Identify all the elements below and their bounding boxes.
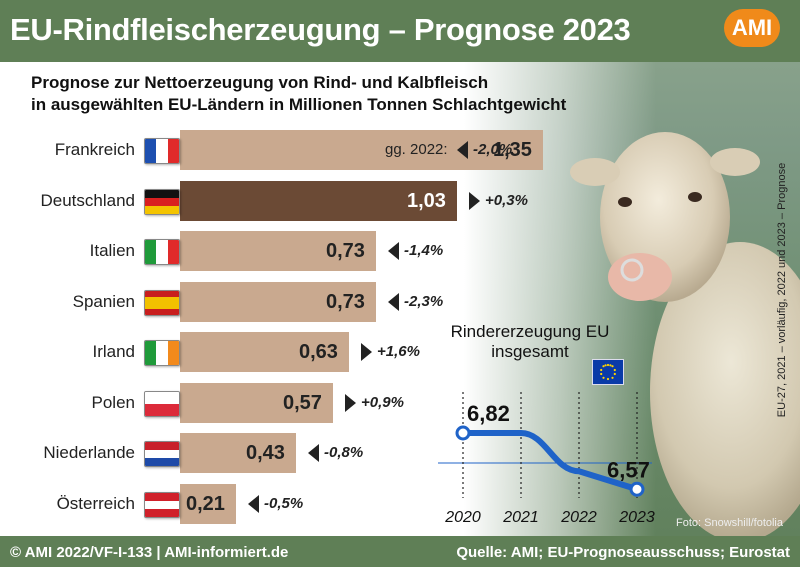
change-label: -1,4% <box>404 242 444 259</box>
bar <box>180 382 333 423</box>
flag-icon <box>144 340 180 366</box>
point-label: 6,57 <box>607 457 650 482</box>
bar-row-niederlande: Niederlande 0,43 -0,8% <box>0 433 800 473</box>
subtitle-line-2: in ausgewählten EU-Ländern in Millionen … <box>31 95 567 114</box>
bar-row-frankreich: Frankreich 1,35 gg. 2022: -2,0% <box>0 130 800 170</box>
arrow-down-icon <box>388 292 399 311</box>
bar <box>180 130 543 170</box>
bar <box>180 231 376 271</box>
data-label: 0,57 <box>283 391 322 414</box>
category-label: Österreich <box>56 493 135 513</box>
inset-title: Rindererzeugung EU insgesamt <box>450 322 610 361</box>
flag-icon <box>144 239 180 265</box>
data-point <box>629 481 645 497</box>
x-tick-label: 2023 <box>618 509 655 526</box>
x-tick-label: 2022 <box>560 509 597 526</box>
arrow-up-icon <box>345 393 356 412</box>
category-label: Italien <box>89 241 135 260</box>
data-label: 0,21 <box>186 492 225 515</box>
arrow-down-icon <box>248 494 259 513</box>
bull-photo <box>570 132 800 536</box>
change-label: -2,3% <box>404 292 444 310</box>
x-tick-label: 2020 <box>444 509 481 526</box>
category-label: Deutschland <box>40 190 135 210</box>
inset-line-chart: 6,82 6,57 2020 2021 2022 2023 <box>438 392 655 526</box>
category-label: Irland <box>92 342 135 361</box>
arrow-down-icon <box>457 141 468 159</box>
change-label: +0,3% <box>485 191 528 209</box>
bar <box>180 281 376 322</box>
comparison-label: gg. 2022: <box>385 141 448 158</box>
arrow-down-icon <box>308 444 319 462</box>
bull-ear-left <box>570 158 620 186</box>
data-label: 0,73 <box>326 240 365 262</box>
bar <box>180 483 236 524</box>
data-label: 1,03 <box>407 189 446 212</box>
point-label: 6,82 <box>467 401 510 426</box>
footer: © AMI 2022/VF-I-133 | AMI-informiert.de … <box>0 536 800 567</box>
bar-row-deutschland: Deutschland 1,03 +0,3% <box>0 180 800 221</box>
change-label: -0,5% <box>264 494 304 512</box>
change-label: +0,9% <box>361 393 404 411</box>
ami-logo: AMI <box>724 9 780 47</box>
arrow-down-icon <box>388 242 399 260</box>
footer-source: Quelle: AMI; EU-Prognoseausschuss; Euros… <box>456 544 790 561</box>
footer-copyright: © AMI 2022/VF-I-133 | AMI-informiert.de <box>10 544 289 561</box>
bar-row-spanien: Spanien 0,73 -2,3% <box>0 281 800 322</box>
data-label: 1,35 <box>493 139 532 161</box>
x-tick-label: 2021 <box>502 509 539 526</box>
bar <box>180 433 296 473</box>
category-label: Spanien <box>72 291 135 311</box>
flag-icon <box>144 390 180 417</box>
series-line <box>460 430 640 493</box>
category-label: Frankreich <box>54 140 135 159</box>
flag-icon <box>144 188 180 215</box>
bar-row-italien: Italien 0,73 -1,4% <box>0 231 800 271</box>
category-label: Niederlande <box>43 443 135 462</box>
data-point <box>455 425 471 441</box>
bar-row-oesterreich: Österreich 0,21 -0,5% <box>0 483 800 524</box>
eu-flag-icon <box>592 359 624 385</box>
bar-row-irland: Irland 0,63 +1,6% <box>0 332 800 372</box>
bull-eye-right <box>688 192 702 202</box>
subtitle-line-1: Prognose zur Nettoerzeugung von Rind- un… <box>31 73 489 92</box>
data-label: 0,63 <box>299 341 338 363</box>
data-label: 0,43 <box>246 442 285 464</box>
side-note: EU-27, 2021 – vorläufig, 2022 und 2023 –… <box>776 162 788 418</box>
data-label: 0,73 <box>326 290 365 313</box>
photo-credit: Foto: Snowshill/fotolia <box>676 517 783 529</box>
bar <box>180 180 457 221</box>
change-label: +1,6% <box>377 343 420 360</box>
change-label: -0,8% <box>324 444 364 461</box>
change-label: -2,0% <box>473 141 513 158</box>
arrow-up-icon <box>361 343 372 361</box>
bar <box>180 332 349 372</box>
category-label: Polen <box>91 392 135 412</box>
bull-ear-right <box>710 148 760 176</box>
flag-icon <box>144 138 180 164</box>
bull-body <box>650 242 800 536</box>
page-title: EU-Rindfleischerzeugung – Prognose 2023 <box>10 12 631 47</box>
arrow-up-icon <box>469 191 480 210</box>
bull-nose-ring <box>620 258 644 282</box>
flag-icon <box>144 289 180 316</box>
chart-subtitle: Prognose zur Nettoerzeugung von Rind- un… <box>31 72 566 116</box>
bar-row-polen: Polen 0,57 +0,9% <box>0 382 800 423</box>
flag-icon <box>144 441 180 467</box>
flag-icon <box>144 491 180 518</box>
header: EU-Rindfleischerzeugung – Prognose 2023 … <box>0 0 800 62</box>
bull-eye-left <box>618 197 632 207</box>
